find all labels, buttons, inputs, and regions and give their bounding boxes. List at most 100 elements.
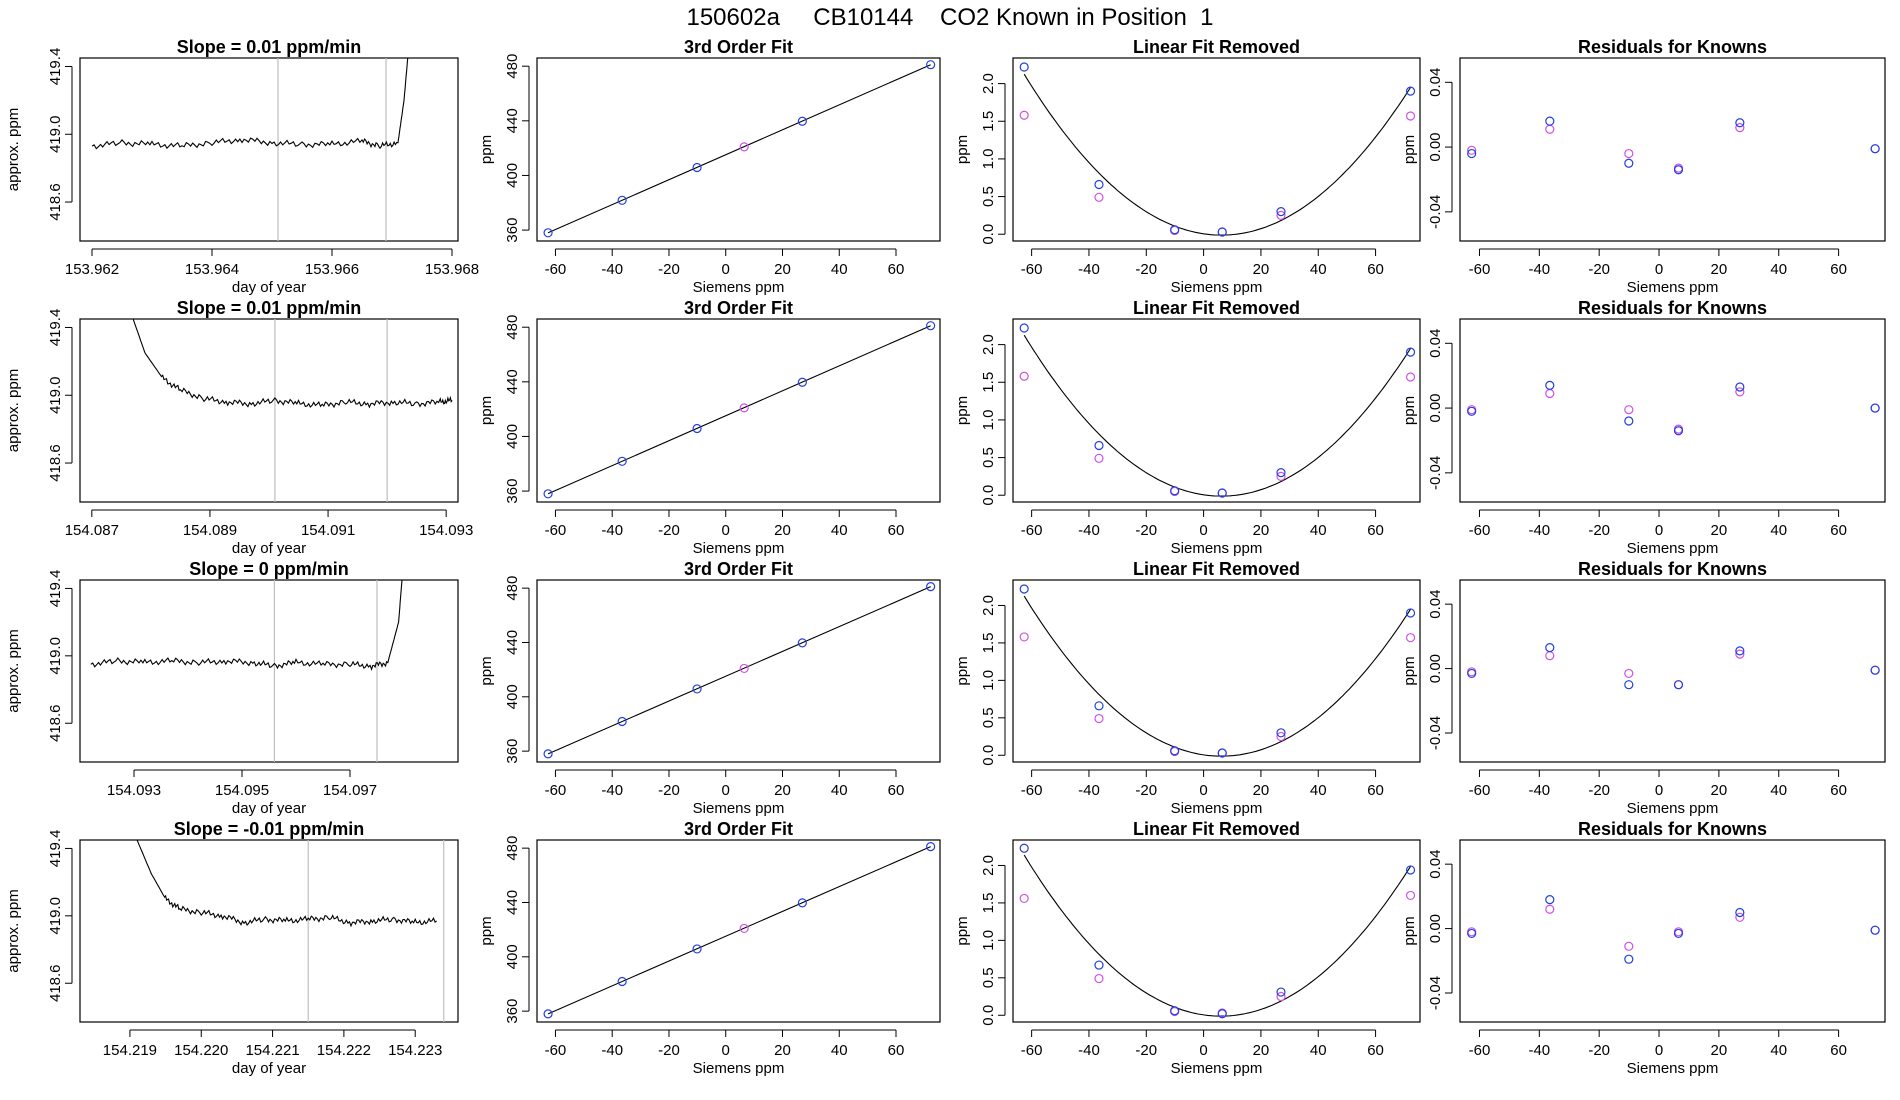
panel-title: Residuals for Knowns [1578, 298, 1767, 318]
y-tick-label: 1.5 [980, 372, 997, 393]
x-axis-label: Siemens ppm [693, 540, 785, 557]
panel-title: Slope = 0.01 ppm/min [177, 37, 362, 57]
x-tick-label: 20 [1253, 261, 1270, 278]
y-tick-label: 480 [504, 836, 521, 861]
x-tick-label: -40 [1528, 522, 1550, 539]
y-tick-label: 0.0 [980, 1005, 997, 1026]
x-tick-label: 60 [1367, 782, 1384, 799]
y-tick-label: 360 [504, 479, 521, 504]
x-tick-label: 40 [1310, 261, 1327, 278]
x-tick-label: -20 [1588, 522, 1610, 539]
blue-point [1276, 207, 1286, 217]
magenta-point [1545, 388, 1555, 399]
magenta-point [739, 142, 749, 152]
blue-point [692, 684, 702, 694]
x-tick-label: 154.087 [65, 522, 119, 539]
magenta-point [1019, 893, 1029, 904]
blue-point [1467, 668, 1477, 679]
blue-point [1405, 86, 1416, 96]
x-tick-label: 0 [722, 261, 730, 278]
blue-point [1545, 116, 1555, 126]
x-tick-label: 60 [1830, 782, 1847, 799]
x-tick-label: -40 [1078, 261, 1100, 278]
x-tick-label: 60 [888, 261, 905, 278]
y-tick-label: 0.04 [1427, 329, 1444, 358]
blue-point [926, 321, 936, 331]
x-tick-label: 20 [774, 261, 791, 278]
ppm-trace-line [136, 840, 437, 928]
blue-point [1467, 406, 1477, 416]
y-tick-label: 400 [504, 944, 521, 969]
curvature-curve [1023, 595, 1411, 757]
blue-point [1735, 382, 1745, 392]
y-tick-label: 0.5 [980, 186, 997, 207]
blue-point [1019, 843, 1029, 853]
y-tick-label: 419.4 [47, 48, 64, 86]
blue-point [1217, 488, 1227, 498]
y-tick-label: 400 [504, 163, 521, 188]
plot-area [1019, 62, 1416, 237]
x-tick-label: 40 [831, 1042, 848, 1059]
magenta-point [1624, 668, 1634, 679]
y-tick-label: 419.4 [47, 570, 64, 608]
x-tick-label: 60 [888, 782, 905, 799]
y-tick-label: 440 [504, 890, 521, 915]
blue-point [1624, 954, 1634, 964]
plot-frame [1459, 57, 1886, 242]
panel-residuals-row1: Residuals for Knowns -60 -40 -20 0 20 40 60 Siem… [1401, 37, 1886, 296]
y-tick-label: -0.04 [1427, 456, 1444, 490]
y-tick-label: 440 [504, 369, 521, 394]
blue-point [1094, 960, 1104, 970]
magenta-point [1094, 713, 1104, 724]
plot-area [543, 321, 936, 499]
y-tick-label: 419.4 [47, 309, 64, 347]
plot-frame [1012, 579, 1421, 763]
y-tick-label: 1.5 [980, 892, 997, 913]
y-tick-label: 0.04 [1427, 850, 1444, 879]
plot-frame [79, 57, 459, 242]
magenta-point [1019, 110, 1029, 120]
x-tick-label: 154.221 [245, 1042, 299, 1059]
y-axis-label: ppm [478, 396, 495, 425]
blue-point [1170, 746, 1180, 756]
x-tick-label: 154.097 [323, 782, 377, 799]
magenta-point [1735, 649, 1745, 659]
magenta-point [1094, 453, 1104, 463]
blue-point [926, 60, 936, 70]
blue-point [926, 582, 936, 592]
y-tick-label: 418.6 [47, 444, 64, 482]
blue-point [692, 944, 702, 954]
plot-area [132, 319, 453, 502]
y-axis-label: ppm [954, 396, 971, 425]
blue-point [1170, 486, 1180, 496]
y-tick-label: 419.0 [47, 115, 64, 153]
x-tick-label: 154.219 [103, 1042, 157, 1059]
x-axis-label: Siemens ppm [693, 800, 785, 817]
panel-drift-row3: Slope = 0 ppm/min 154.093 154.095 154.097 da… [5, 559, 459, 817]
blue-point [543, 489, 553, 499]
blue-point [1735, 907, 1745, 918]
y-axis-label: ppm [954, 916, 971, 945]
x-tick-label: 60 [1830, 522, 1847, 539]
blue-point [1735, 118, 1745, 128]
plot-frame [1459, 579, 1886, 763]
plot-area [543, 842, 936, 1019]
magenta-point [1405, 111, 1416, 121]
x-tick-label: -40 [1528, 1042, 1550, 1059]
x-tick-label: -20 [1588, 1042, 1610, 1059]
plot-frame [1012, 318, 1421, 503]
y-tick-label: 419.0 [47, 897, 64, 935]
y-tick-label: 2.0 [980, 855, 997, 876]
magenta-point [1276, 731, 1286, 742]
x-tick-label: 60 [1367, 261, 1384, 278]
x-tick-label: -20 [658, 782, 680, 799]
plot-frame [536, 318, 941, 503]
blue-point [1467, 148, 1477, 159]
y-tick-label: 480 [504, 315, 521, 340]
x-tick-label: 0 [722, 522, 730, 539]
magenta-point [1094, 192, 1104, 202]
plot-area [91, 58, 409, 241]
figure-title: 150602a CB10144 CO2 Known in Position 1 [686, 4, 1214, 31]
y-tick-label: 0.0 [980, 745, 997, 766]
blue-point [1624, 158, 1634, 168]
